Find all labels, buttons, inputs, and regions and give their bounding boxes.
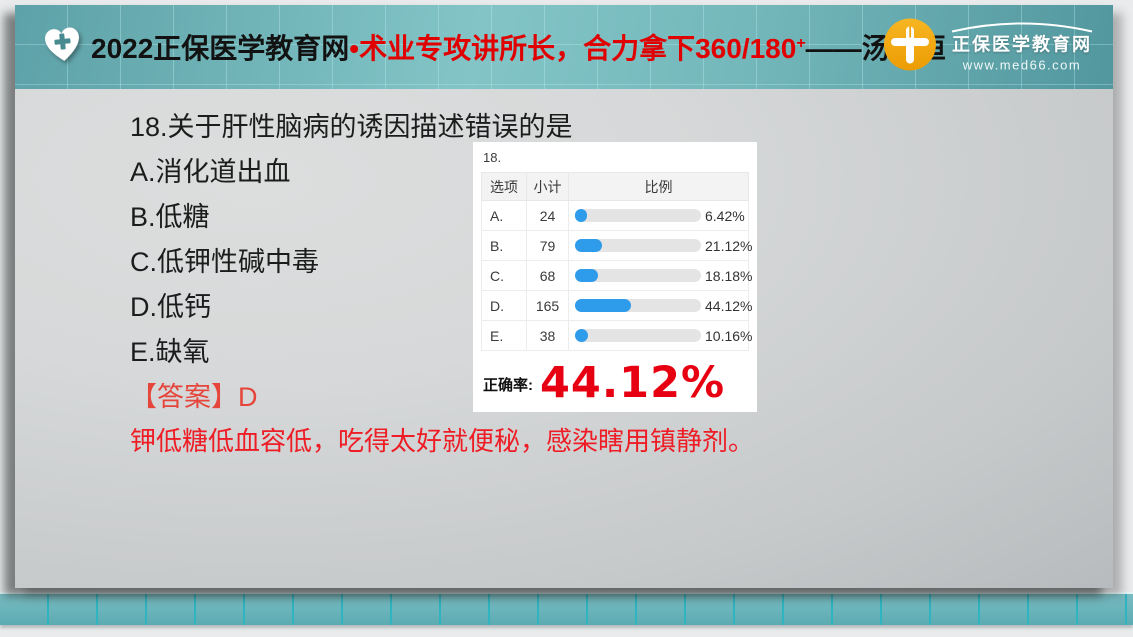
poll-row-e: E. 38 10.16% [481,320,752,351]
poll-col-ratio: 比例 [568,172,749,201]
poll-bar: 10.16% [575,328,752,344]
brand-text: 正保医学教育网 www.med66.com [947,22,1097,73]
poll-row-percent: 44.12% [705,297,753,314]
poll-col-count: 小计 [526,172,569,201]
slide-body: 18.关于肝性脑病的诱因描述错误的是 A.消化道出血 B.低糖 C.低钾性碱中毒… [15,89,1113,588]
poll-bar: 18.18% [575,268,752,284]
question-option-a: A.消化道出血 [130,157,291,187]
poll-bar-track [575,329,701,342]
poll-col-option: 选项 [481,172,527,201]
poll-row-percent: 6.42% [705,207,745,224]
poll-table: 选项 小计 比例 A. 24 6.42% [481,172,752,351]
poll-row-count: 38 [526,320,569,351]
brand-cross-icon [883,18,937,77]
poll-bar: 6.42% [575,207,745,224]
poll-row-option: C. [481,260,527,291]
poll-bar-fill [575,329,588,342]
brand-name: 正保医学教育网 [952,34,1092,55]
poll-row-c: C. 68 18.18% [481,260,752,291]
poll-row-b: B. 79 21.12% [481,230,752,261]
poll-row-count: 24 [526,200,569,231]
brand-arc-decoration [951,22,1093,33]
brand-url: www.med66.com [962,57,1082,73]
poll-row-count: 165 [526,290,569,321]
question-option-c: C.低钾性碱中毒 [130,247,319,277]
poll-bar-track [575,209,701,222]
poll-row-count: 79 [526,230,569,261]
question-block: 18.关于肝性脑病的诱因描述错误的是 A.消化道出血 B.低糖 C.低钾性碱中毒… [130,102,754,462]
explanation-text: 钾低糖低血容低，吃得太好就便秘，感染瞎用镇静剂。 [130,426,755,456]
poll-bar-track [575,239,701,252]
poll-bar-fill [575,209,587,222]
poll-row-percent: 18.18% [705,267,753,284]
accuracy-label: 正确率: [483,376,533,394]
poll-results-panel: 18. 选项 小计 比例 A. 24 [473,142,757,412]
poll-bar-track [575,269,701,282]
question-option-d: D.低钙 [130,292,211,322]
poll-bar-fill [575,299,631,312]
poll-row-option: B. [481,230,527,261]
poll-row-a: A. 24 6.42% [481,200,749,231]
poll-row-d: D. 165 44.12% [481,290,752,321]
header-title: 2022正保医学教育网•术业专攻讲所长，合力拿下360/180+——汤以恒 [91,27,946,67]
accuracy-row: 正确率: 44.12% [481,358,749,408]
accuracy-value: 44.12% [540,358,726,408]
bottom-decoration-strip [0,592,1133,625]
poll-row-option: D. [481,290,527,321]
poll-row-option: E. [481,320,527,351]
poll-bar-track [575,299,701,312]
header-title-superscript: + [796,35,806,52]
poll-row-count: 68 [526,260,569,291]
poll-bar-fill [575,269,598,282]
poll-row-percent: 21.12% [705,237,753,254]
slide: 2022正保医学教育网•术业专攻讲所长，合力拿下360/180+——汤以恒 [15,5,1113,588]
header-title-red: •术业专攻讲所长，合力拿下360/180 [349,33,797,64]
brand-logo: 正保医学教育网 www.med66.com [883,18,1097,77]
slide-header: 2022正保医学教育网•术业专攻讲所长，合力拿下360/180+——汤以恒 [15,5,1113,89]
poll-row-option: A. [481,200,527,231]
heart-cross-icon [41,23,85,72]
question-title: 18.关于肝性脑病的诱因描述错误的是 [130,112,573,142]
question-option-b: B.低糖 [130,202,210,232]
poll-bar: 44.12% [575,298,752,314]
poll-header-row: 选项 小计 比例 [481,172,749,201]
answer-label: 【答案】D [130,382,258,412]
header-title-prefix: 2022正保医学教育网 [91,33,350,64]
poll-bar-fill [575,239,602,252]
question-option-e: E.缺氧 [130,337,210,367]
poll-question-number: 18. [483,150,502,165]
poll-bar: 21.12% [575,238,752,254]
poll-row-percent: 10.16% [705,327,753,344]
